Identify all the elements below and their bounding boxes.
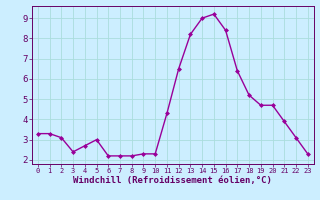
X-axis label: Windchill (Refroidissement éolien,°C): Windchill (Refroidissement éolien,°C): [73, 176, 272, 185]
